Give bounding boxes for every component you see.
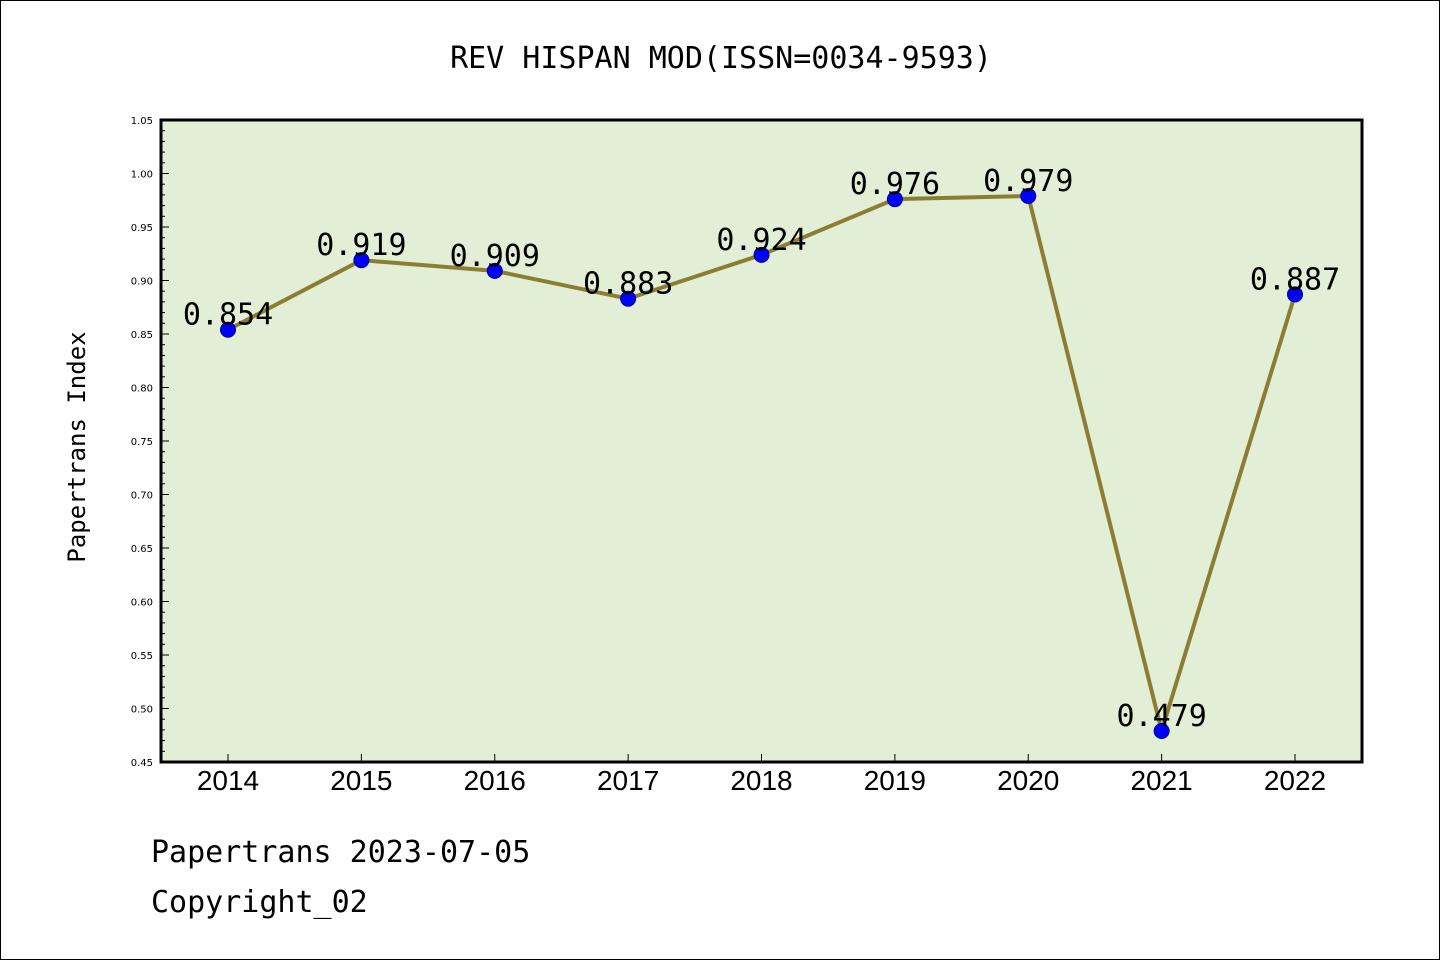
footer-copyright: Copyright_02 <box>151 885 368 920</box>
data-point <box>1287 286 1303 303</box>
data-label: 0.919 <box>316 228 406 263</box>
y-tick-label: 0.45 <box>131 758 153 769</box>
x-axis: 2014 2015 2016 2017 2018 2019 2020 2021 2022 <box>197 754 1326 796</box>
x-tick-label: 2017 <box>597 765 659 796</box>
y-tick-label: 0.65 <box>131 544 153 555</box>
x-tick-label: 2016 <box>464 765 526 796</box>
data-label: 0.979 <box>983 164 1073 199</box>
y-tick-label: 0.75 <box>131 437 153 448</box>
data-point <box>620 290 637 307</box>
plot-area <box>159 118 1364 764</box>
data-point <box>353 252 370 269</box>
data-point <box>886 191 903 208</box>
y-tick-label: 0.50 <box>131 705 153 716</box>
y-tick-label: 0.85 <box>131 330 153 341</box>
footer-source-date: Papertrans 2023-07-05 <box>151 835 531 870</box>
x-tick-label: 2019 <box>864 765 926 796</box>
data-label: 0.854 <box>183 298 273 333</box>
x-tick-label: 2020 <box>997 765 1059 796</box>
y-tick-label: 0.55 <box>131 651 153 662</box>
data-point <box>486 262 503 279</box>
data-label: 0.976 <box>850 167 940 202</box>
data-point <box>1153 722 1170 739</box>
x-tick-label: 2021 <box>1130 765 1192 796</box>
data-point <box>1020 187 1037 204</box>
y-tick-label: 0.95 <box>131 223 153 234</box>
y-axis: 0.45 0.50 0.55 0.60 0.65 0.70 0.75 0.80 0.85 0.90… <box>131 116 169 769</box>
data-point <box>220 321 236 338</box>
x-tick-label: 2015 <box>330 765 392 796</box>
y-tick-label: 0.70 <box>131 491 153 502</box>
y-tick-label: 0.80 <box>131 384 153 395</box>
data-label: 0.887 <box>1250 262 1340 297</box>
y-tick-label: 1.00 <box>131 170 153 181</box>
data-point <box>753 246 770 263</box>
data-label: 0.479 <box>1116 699 1206 734</box>
data-label: 0.924 <box>716 223 806 258</box>
y-tick-label: 1.05 <box>131 116 153 127</box>
series-layer: 0.854 0.919 0.909 0.883 0.924 0.976 0.979 0.479… <box>183 164 1340 739</box>
data-label: 0.909 <box>450 239 540 274</box>
y-tick-label: 0.60 <box>131 598 153 609</box>
x-tick-label: 2018 <box>730 765 792 796</box>
chart-title: REV HISPAN MOD(ISSN=0034-9593) <box>450 41 992 76</box>
y-axis-label: Papertrans Index <box>63 331 91 562</box>
data-label: 0.883 <box>583 267 673 302</box>
y-tick-label: 0.90 <box>131 277 153 288</box>
x-tick-label: 2014 <box>197 765 259 796</box>
x-tick-label: 2022 <box>1264 765 1326 796</box>
